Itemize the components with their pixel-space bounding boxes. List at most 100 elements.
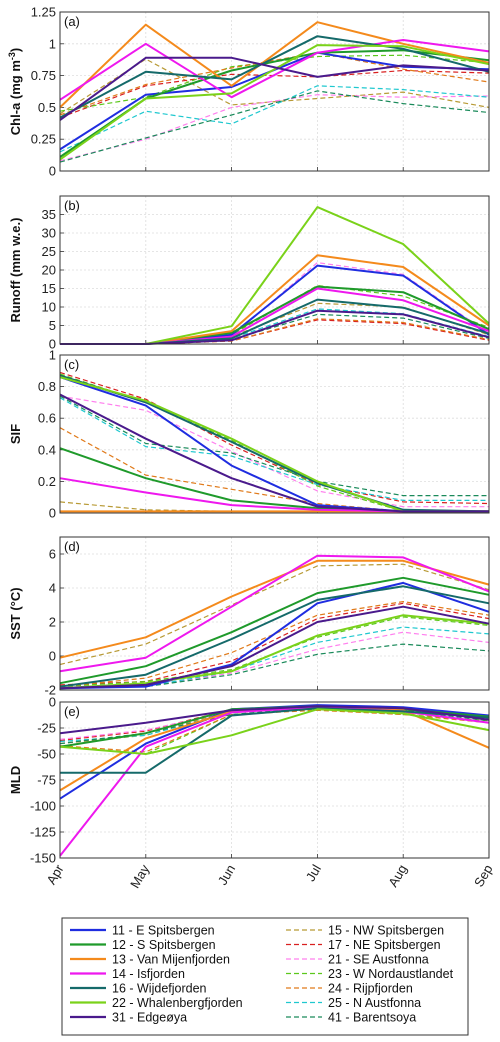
y-tick-label: 4 bbox=[49, 581, 56, 596]
y-tick-label: 30 bbox=[42, 226, 56, 241]
series-line-14 bbox=[60, 287, 490, 345]
legend-box bbox=[61, 917, 469, 1036]
series-line-21 bbox=[59, 631, 490, 689]
y-tick-label: -100 bbox=[30, 799, 56, 814]
x-axis-tick-labels: Apr May Jun Jul Aug Sep bbox=[43, 861, 495, 890]
y-tick-label: 6 bbox=[49, 547, 56, 562]
plot-frame bbox=[59, 701, 490, 859]
series-line-41 bbox=[60, 313, 490, 345]
y-tick-label: 0.8 bbox=[38, 379, 56, 394]
legend-entry-41: 41 - Barentsoya bbox=[328, 1011, 416, 1025]
series-line-16 bbox=[60, 298, 490, 345]
y-tick-label: -75 bbox=[37, 773, 56, 788]
series-line-22 bbox=[59, 708, 490, 755]
y-tick-label: 25 bbox=[42, 244, 56, 259]
legend-entry-15: 15 - NW Spitsbergen bbox=[328, 924, 444, 938]
series-line-22 bbox=[59, 376, 489, 513]
y-tick-label: 2 bbox=[49, 615, 56, 630]
y-tick-label: -2 bbox=[44, 683, 56, 698]
series-line-11 bbox=[59, 581, 490, 690]
y-tick-label: 1.25 bbox=[31, 5, 56, 20]
y-tick-label: 35 bbox=[42, 207, 56, 222]
y-tick-label: 5 bbox=[49, 318, 56, 333]
y-tick-label: 0.6 bbox=[38, 411, 56, 426]
y-tick-label: 20 bbox=[42, 263, 56, 278]
y-tick-label: 15 bbox=[42, 281, 56, 296]
panel-a: 0 0.25 0.5 0.75 1 1.25 (a) Chl-a (mg m-3) bbox=[7, 5, 490, 179]
series-line-41 bbox=[59, 643, 490, 689]
series-line-24 bbox=[59, 709, 490, 753]
series-line-13 bbox=[59, 21, 490, 109]
y-tick-label: 0.4 bbox=[38, 442, 56, 457]
x-tick-label: Jul bbox=[303, 862, 324, 884]
series-line-41 bbox=[59, 395, 489, 497]
series-line-41 bbox=[59, 90, 490, 163]
panel-label: (d) bbox=[64, 539, 80, 554]
series-line-25 bbox=[59, 626, 490, 689]
y-tick-label: 1 bbox=[49, 36, 56, 51]
series-line-31 bbox=[59, 393, 489, 513]
series-line-21 bbox=[59, 395, 489, 508]
series-line-17 bbox=[60, 319, 490, 345]
legend-entry-17: 17 - NE Spitsbergen bbox=[328, 938, 441, 952]
series-line-22 bbox=[59, 44, 490, 161]
panel-label: (e) bbox=[64, 704, 80, 719]
x-tick-label: Sep bbox=[471, 862, 496, 890]
plot-frame bbox=[59, 536, 490, 691]
legend-entry-11: 11 - E Spitsbergen bbox=[112, 924, 215, 938]
panel-b: 0 5 10 15 20 25 30 35 (b) Runoff (mm w.e.) bbox=[8, 195, 490, 352]
series-line-15 bbox=[59, 563, 490, 666]
y-tick-label: 0 bbox=[49, 506, 56, 521]
panel-d: -2 0 2 4 6 (d) SST (°C) bbox=[8, 536, 490, 698]
y-tick-label: 1 bbox=[49, 348, 56, 363]
series-line-14 bbox=[59, 554, 490, 673]
legend-entry-14: 14 - Isfjorden bbox=[112, 967, 185, 981]
x-tick-label: May bbox=[127, 862, 153, 891]
series-line-24 bbox=[60, 318, 490, 345]
y-tick-label: 0 bbox=[49, 649, 56, 664]
series-line-24 bbox=[59, 600, 490, 688]
plot-frame bbox=[59, 195, 490, 345]
series-line-31 bbox=[59, 605, 490, 690]
y-tick-label: -125 bbox=[30, 825, 56, 840]
legend-entry-24: 24 - Rijpfjorden bbox=[328, 982, 413, 996]
series-line-23 bbox=[59, 54, 490, 112]
y-axis-label: Runoff (mm w.e.) bbox=[8, 218, 23, 323]
series-line-25 bbox=[59, 397, 489, 501]
series-line-11 bbox=[59, 376, 489, 513]
y-tick-label: -150 bbox=[30, 851, 56, 866]
legend-entry-12: 12 - S Spitsbergen bbox=[112, 938, 216, 952]
y-axis-label: MLD bbox=[8, 766, 23, 794]
series-line-14 bbox=[59, 706, 490, 857]
series-line-16 bbox=[59, 374, 490, 513]
series-line-16 bbox=[60, 707, 490, 774]
series-line-17 bbox=[59, 602, 490, 686]
series-line-25 bbox=[59, 85, 490, 153]
series-line-17 bbox=[59, 69, 490, 119]
y-tick-label: 0.5 bbox=[38, 100, 56, 115]
y-axis-label: Chl-a (mg m-3) bbox=[7, 48, 23, 135]
panel-c: 0 0.2 0.4 0.6 0.8 1 (c) SIF bbox=[8, 348, 490, 521]
series-line-11 bbox=[60, 264, 490, 345]
y-tick-label: 0 bbox=[49, 337, 56, 352]
series-line-12 bbox=[60, 285, 490, 345]
legend-entry-22: 22 - Whalenbergfjorden bbox=[112, 996, 243, 1010]
series-line-12 bbox=[59, 447, 489, 513]
series-line-16 bbox=[59, 585, 490, 688]
series-line-16 bbox=[59, 35, 490, 119]
y-tick-label: 10 bbox=[42, 300, 56, 315]
series-line-21 bbox=[59, 94, 490, 162]
legend-entry-13: 13 - Van Mijenfjorden bbox=[112, 953, 230, 967]
y-tick-label: -50 bbox=[37, 747, 56, 762]
legend-entry-23: 23 - W Nordaustlandet bbox=[328, 967, 454, 981]
y-tick-label: 0.25 bbox=[31, 132, 56, 147]
y-tick-label: 0.75 bbox=[31, 68, 56, 83]
series-line-12 bbox=[59, 576, 490, 685]
series-line-14 bbox=[59, 39, 490, 101]
x-tick-label: Jun bbox=[215, 862, 238, 888]
series-line-31 bbox=[59, 705, 490, 735]
legend-entry-31: 31 - Edgeøya bbox=[112, 1011, 187, 1025]
series-line-13 bbox=[59, 706, 490, 792]
panel-label: (a) bbox=[64, 14, 80, 29]
